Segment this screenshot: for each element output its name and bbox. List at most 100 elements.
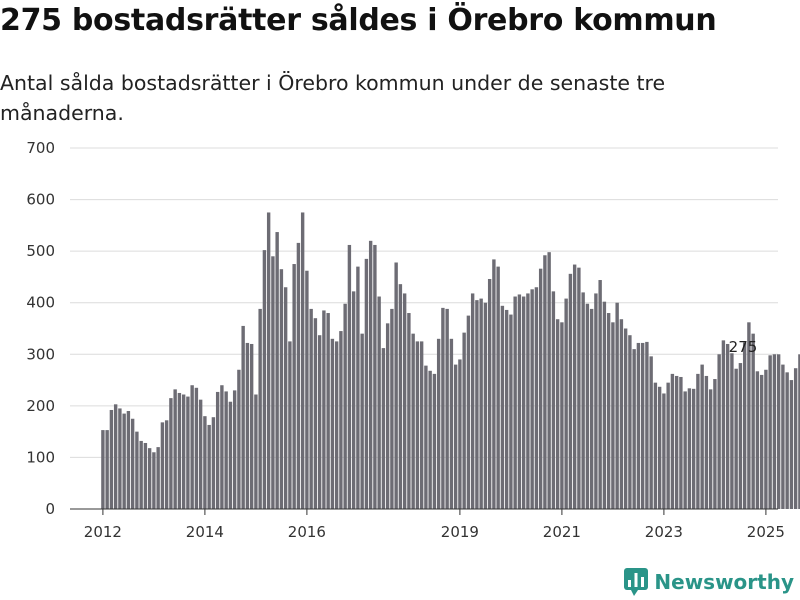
bar <box>708 389 713 509</box>
bar <box>466 315 471 509</box>
bar <box>513 296 517 509</box>
bar <box>139 440 143 509</box>
y-tick-label: 300 <box>26 345 55 363</box>
bar <box>721 340 726 509</box>
bar <box>687 388 692 509</box>
newsworthy-logo-text: Newsworthy <box>654 570 794 594</box>
bar <box>653 382 658 509</box>
bar <box>292 264 296 509</box>
bar <box>402 293 407 509</box>
bar <box>428 370 432 509</box>
bar <box>390 308 394 509</box>
bar <box>215 391 220 509</box>
x-tick-label: 2019 <box>441 523 479 541</box>
y-tick-label: 600 <box>26 191 55 209</box>
bar <box>356 266 360 509</box>
bar <box>645 341 649 509</box>
bar <box>521 296 526 509</box>
x-tick-label: 2014 <box>186 523 224 541</box>
newsworthy-logo-icon <box>624 568 649 596</box>
bar <box>441 307 445 509</box>
bar <box>220 385 224 509</box>
bar <box>449 338 454 509</box>
bar <box>781 364 785 509</box>
bar <box>173 389 177 509</box>
bar <box>415 341 420 509</box>
bar <box>619 319 624 509</box>
bar <box>640 342 645 509</box>
bar <box>360 333 364 509</box>
bar <box>296 242 301 510</box>
bar <box>594 293 598 509</box>
bar <box>747 322 751 509</box>
bar <box>313 318 318 509</box>
bar <box>492 259 496 509</box>
x-tick-label: 2025 <box>747 523 785 541</box>
bar <box>691 388 696 509</box>
bar <box>181 394 186 509</box>
bar <box>245 342 250 509</box>
bar <box>432 373 437 509</box>
bar <box>198 399 203 509</box>
bar <box>568 273 573 509</box>
bar <box>105 430 109 509</box>
bar <box>713 379 717 509</box>
bar <box>458 359 462 509</box>
chart-title: 275 bostadsrätter såldes i Örebro kommun <box>0 3 717 38</box>
bar <box>696 373 700 509</box>
bar <box>377 296 381 509</box>
bar <box>530 289 534 509</box>
bar <box>776 354 781 509</box>
bar <box>483 302 488 509</box>
bar <box>475 300 479 509</box>
bar <box>517 294 522 509</box>
bar <box>330 338 335 509</box>
bar <box>755 371 760 509</box>
bar <box>666 382 670 509</box>
last-value-label: 275 <box>729 338 758 356</box>
y-tick-label: 700 <box>26 139 55 157</box>
bar <box>555 319 560 509</box>
bar <box>560 322 564 509</box>
bar <box>169 398 173 509</box>
bar <box>203 416 207 509</box>
bar <box>143 442 148 509</box>
bar <box>279 269 284 509</box>
bar <box>411 333 415 509</box>
bar <box>479 298 483 509</box>
bar <box>118 408 122 509</box>
bar <box>445 308 449 509</box>
bar <box>147 448 152 509</box>
x-tick-label: 2016 <box>288 523 326 541</box>
bar <box>232 390 237 509</box>
bar <box>785 372 789 509</box>
bar <box>156 447 160 509</box>
bar <box>764 369 768 509</box>
bar <box>207 424 211 509</box>
bar <box>543 255 547 509</box>
bar <box>725 343 730 509</box>
bar <box>606 313 611 509</box>
bar <box>704 375 709 509</box>
bar <box>585 303 590 509</box>
bar <box>577 267 581 509</box>
bar <box>572 264 577 509</box>
bar <box>177 392 182 509</box>
bar <box>504 309 509 509</box>
bar <box>547 252 551 509</box>
bar <box>368 240 373 510</box>
bar <box>347 244 352 509</box>
bar <box>717 354 721 509</box>
bar <box>194 387 199 509</box>
bar <box>674 375 679 509</box>
x-axis-ticks: 2012 2014 2016 2019 2021 2023 2025 <box>84 509 785 541</box>
bar <box>589 308 594 509</box>
bar <box>126 411 131 509</box>
bar <box>628 335 632 509</box>
bar <box>683 391 687 509</box>
bar <box>364 258 369 509</box>
bar <box>793 368 798 509</box>
bar <box>751 333 755 509</box>
bar <box>283 287 288 509</box>
